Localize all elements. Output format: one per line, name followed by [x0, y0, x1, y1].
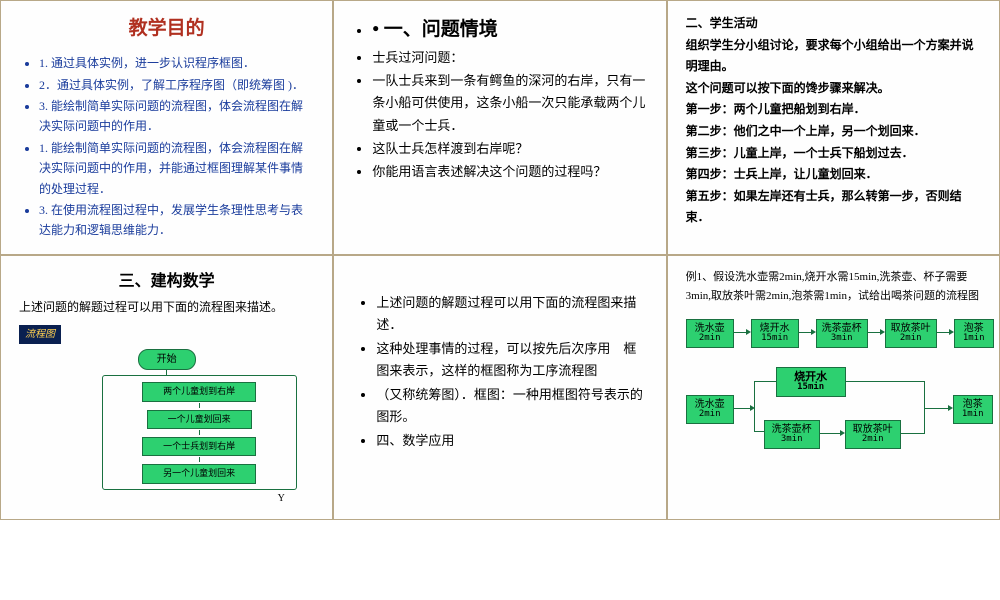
step-item: 第二步：他们之中一个上岸，另一个划回来．	[686, 121, 981, 143]
goal-item: 1. 通过具体实例，进一步认识程序框图．	[39, 53, 314, 73]
panel-e-list: 上述问题的解题过程可以用下面的流程图来描述． 这种处理事情的过程，可以按先后次序…	[352, 292, 647, 453]
panel-construct-math: 三、建构数学 上述问题的解题过程可以用下面的流程图来描述。 流程图 开始 两个儿…	[0, 255, 333, 520]
tea-flowchart: 洗水壶 2min 烧开水 15min 洗茶壶杯 3min 取放茶叶 2min 泡…	[686, 315, 981, 455]
panel-b-list: • 一、问题情境 士兵过河问题： 一队士兵来到一条有鳄鱼的深河的右岸，只有一条小…	[352, 14, 647, 183]
desc-item: 上述问题的解题过程可以用下面的流程图来描述．	[376, 292, 647, 336]
tea-box-tea-leaf2: 取放茶叶 2min	[845, 420, 901, 449]
flow-box: 两个儿童划到右岸	[142, 382, 256, 401]
panel-teaching-goals: 教学目的 1. 通过具体实例，进一步认识程序框图． 2．通过具体实例，了解工序程…	[0, 0, 333, 255]
tea-box-wash-pot2: 洗水壶 2min	[686, 395, 734, 424]
desc-item: （又称统筹图）．框图：一种用框图符号表示的图形。	[376, 384, 647, 428]
context-item: 一队士兵来到一条有鳄鱼的深河的右岸，只有一条小船可供使用，这条小船一次只能承载两…	[372, 70, 647, 136]
flow-y-label: Y	[19, 490, 314, 507]
context-item: 士兵过河问题：	[372, 47, 647, 69]
tea-box-boil: 烧开水 15min	[751, 319, 799, 348]
desc-item: 这种处理事情的过程，可以按先后次序用 框图来表示，这样的框图称为工序流程图	[376, 338, 647, 382]
panel-problem-context: • 一、问题情境 士兵过河问题： 一队士兵来到一条有鳄鱼的深河的右岸，只有一条小…	[333, 0, 666, 255]
flow-box: 一个儿童划回来	[147, 410, 252, 429]
context-item: 你能用语言表述解决这个问题的过程吗？	[372, 161, 647, 183]
panel-c-heading: 二、学生活动	[686, 13, 981, 35]
panel-a-list: 1. 通过具体实例，进一步认识程序框图． 2．通过具体实例，了解工序程序图（即统…	[19, 53, 314, 241]
panel-tea-example: 例1、假设洗水壶需2min,烧开水需15min,洗茶壶、杯子需要3min,取放茶…	[667, 255, 1000, 520]
flow-box: 一个士兵划到右岸	[142, 437, 256, 456]
panel-student-activity: 二、学生活动 组织学生分小组讨论，要求每个小组给出一个方案并说明理由。 这个问题…	[667, 0, 1000, 255]
step-item: 第四步：士兵上岸，让儿童划回来．	[686, 164, 981, 186]
goal-item: 3. 能绘制简单实际问题的流程图，体会流程图在解决实际问题中的作用．	[39, 96, 314, 137]
tea-box-wash-cup2: 洗茶壶杯 3min	[764, 420, 820, 449]
flow-box: 另一个儿童划回来	[142, 464, 256, 483]
goal-item: 1. 能绘制简单实际问题的流程图，体会流程图在解决实际问题中的作用，并能通过框图…	[39, 138, 314, 199]
tea-box-brew2: 泡茶 1min	[953, 395, 993, 424]
tea-box-tea-leaf: 取放茶叶 2min	[885, 319, 937, 348]
context-item: 这队士兵怎样渡到右岸呢？	[372, 138, 647, 160]
slide-grid: 教学目的 1. 通过具体实例，进一步认识程序框图． 2．通过具体实例，了解工序程…	[0, 0, 1000, 520]
panel-d-subtitle: 上述问题的解题过程可以用下面的流程图来描述。	[19, 297, 314, 317]
step-item: 第一步：两个儿童把船划到右岸．	[686, 99, 981, 121]
flow-loop-group: 两个儿童划到右岸 一个儿童划回来 一个士兵划到右岸 另一个儿童划回来	[102, 375, 297, 489]
panel-c-intro1: 组织学生分小组讨论，要求每个小组给出一个方案并说明理由。	[686, 35, 981, 78]
step-item: 第五步：如果左岸还有士兵，那么转第一步，否则结束．	[686, 186, 981, 229]
flow-start: 开始	[138, 349, 196, 370]
goal-item: 3. 在使用流程图过程中，发展学生条理性思考与表达能力和逻辑思维能力．	[39, 200, 314, 241]
panel-c-intro2: 这个问题可以按下面的馋步骤来解决。	[686, 78, 981, 100]
tea-box-boil2: 烧开水 15min	[776, 367, 846, 397]
panel-a-title: 教学目的	[19, 13, 314, 45]
flowchart: 开始 两个儿童划到右岸 一个儿童划回来 一个士兵划到右岸 另一个儿童划回来 Y	[19, 348, 314, 506]
example-caption: 例1、假设洗水壶需2min,烧开水需15min,洗茶壶、杯子需要3min,取放茶…	[686, 268, 981, 305]
tea-box-wash-cup: 洗茶壶杯 3min	[816, 319, 868, 348]
tea-box-brew: 泡茶 1min	[954, 319, 994, 348]
goal-item: 2．通过具体实例，了解工序程序图（即统筹图 )．	[39, 75, 314, 95]
panel-description: 上述问题的解题过程可以用下面的流程图来描述． 这种处理事情的过程，可以按先后次序…	[333, 255, 666, 520]
desc-item: 四、数学应用	[376, 430, 647, 452]
tea-box-wash-pot: 洗水壶 2min	[686, 319, 734, 348]
flowchart-label: 流程图	[19, 325, 61, 344]
panel-b-title: • 一、问题情境	[372, 14, 647, 46]
step-item: 第三步：儿童上岸，一个士兵下船划过去．	[686, 143, 981, 165]
panel-d-title: 三、建构数学	[19, 268, 314, 295]
